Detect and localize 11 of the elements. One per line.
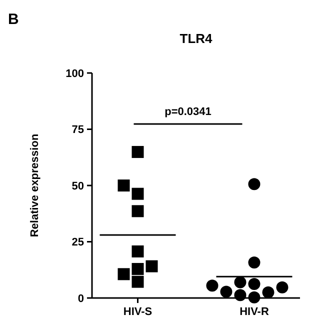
x-tick-label: HIV-R xyxy=(240,306,269,318)
y-tick-label: 100 xyxy=(66,68,84,80)
text: B xyxy=(8,11,19,28)
y-axis-title: Relative expression xyxy=(29,134,41,238)
annotation: p=0.0341 xyxy=(164,106,212,118)
chart-title: TLR4 xyxy=(180,31,214,46)
x-tick-label: HIV-S xyxy=(123,306,152,318)
y-tick-label: 50 xyxy=(72,180,84,192)
y-tick-label: 25 xyxy=(72,236,84,249)
y-tick-label: 0 xyxy=(78,292,84,305)
y-tick-label: 75 xyxy=(72,124,84,136)
